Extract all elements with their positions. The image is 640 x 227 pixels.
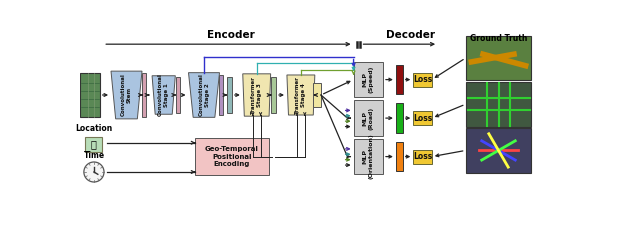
Text: Transformer
Stage 4: Transformer Stage 4 <box>295 76 307 114</box>
Circle shape <box>84 162 104 182</box>
FancyBboxPatch shape <box>353 62 383 97</box>
Text: Loss: Loss <box>413 75 432 84</box>
Polygon shape <box>111 71 142 119</box>
Text: Convolutional
Stem: Convolutional Stem <box>121 74 132 116</box>
Text: Time: Time <box>83 151 104 160</box>
FancyBboxPatch shape <box>195 138 269 175</box>
FancyBboxPatch shape <box>142 74 147 116</box>
Text: Loss: Loss <box>413 152 432 161</box>
Text: Convolutional
Stage 2: Convolutional Stage 2 <box>198 74 210 116</box>
Text: MLP
(Orientation): MLP (Orientation) <box>363 134 374 180</box>
FancyBboxPatch shape <box>176 77 180 113</box>
Polygon shape <box>243 74 271 116</box>
FancyBboxPatch shape <box>353 100 383 136</box>
Text: Transformer
Stage 3: Transformer Stage 3 <box>251 76 262 114</box>
FancyBboxPatch shape <box>219 75 223 115</box>
Text: Convolutional
Stage 1: Convolutional Stage 1 <box>158 74 170 116</box>
Text: Decoder: Decoder <box>386 30 435 40</box>
FancyBboxPatch shape <box>85 137 102 152</box>
FancyBboxPatch shape <box>81 73 100 117</box>
FancyBboxPatch shape <box>465 128 531 173</box>
FancyBboxPatch shape <box>396 142 403 171</box>
FancyBboxPatch shape <box>396 104 403 133</box>
Text: Location: Location <box>76 124 113 133</box>
FancyBboxPatch shape <box>353 139 383 174</box>
FancyBboxPatch shape <box>465 36 531 80</box>
FancyBboxPatch shape <box>465 82 531 127</box>
Text: MLP
(Speed): MLP (Speed) <box>363 66 374 93</box>
Polygon shape <box>189 73 220 117</box>
FancyBboxPatch shape <box>413 150 432 163</box>
Text: 📍: 📍 <box>91 139 97 149</box>
FancyBboxPatch shape <box>413 111 432 125</box>
FancyBboxPatch shape <box>396 65 403 94</box>
Polygon shape <box>152 76 175 114</box>
Text: Encoder: Encoder <box>207 30 255 40</box>
Text: Loss: Loss <box>413 114 432 123</box>
FancyBboxPatch shape <box>413 73 432 86</box>
Polygon shape <box>287 75 315 115</box>
Text: Geo-Temporal
Positional
Encoding: Geo-Temporal Positional Encoding <box>205 146 259 167</box>
Text: MLP
(Road): MLP (Road) <box>363 106 374 130</box>
FancyBboxPatch shape <box>313 83 321 107</box>
FancyBboxPatch shape <box>227 77 232 113</box>
Text: Ground Truth: Ground Truth <box>470 34 527 42</box>
FancyBboxPatch shape <box>271 77 276 113</box>
